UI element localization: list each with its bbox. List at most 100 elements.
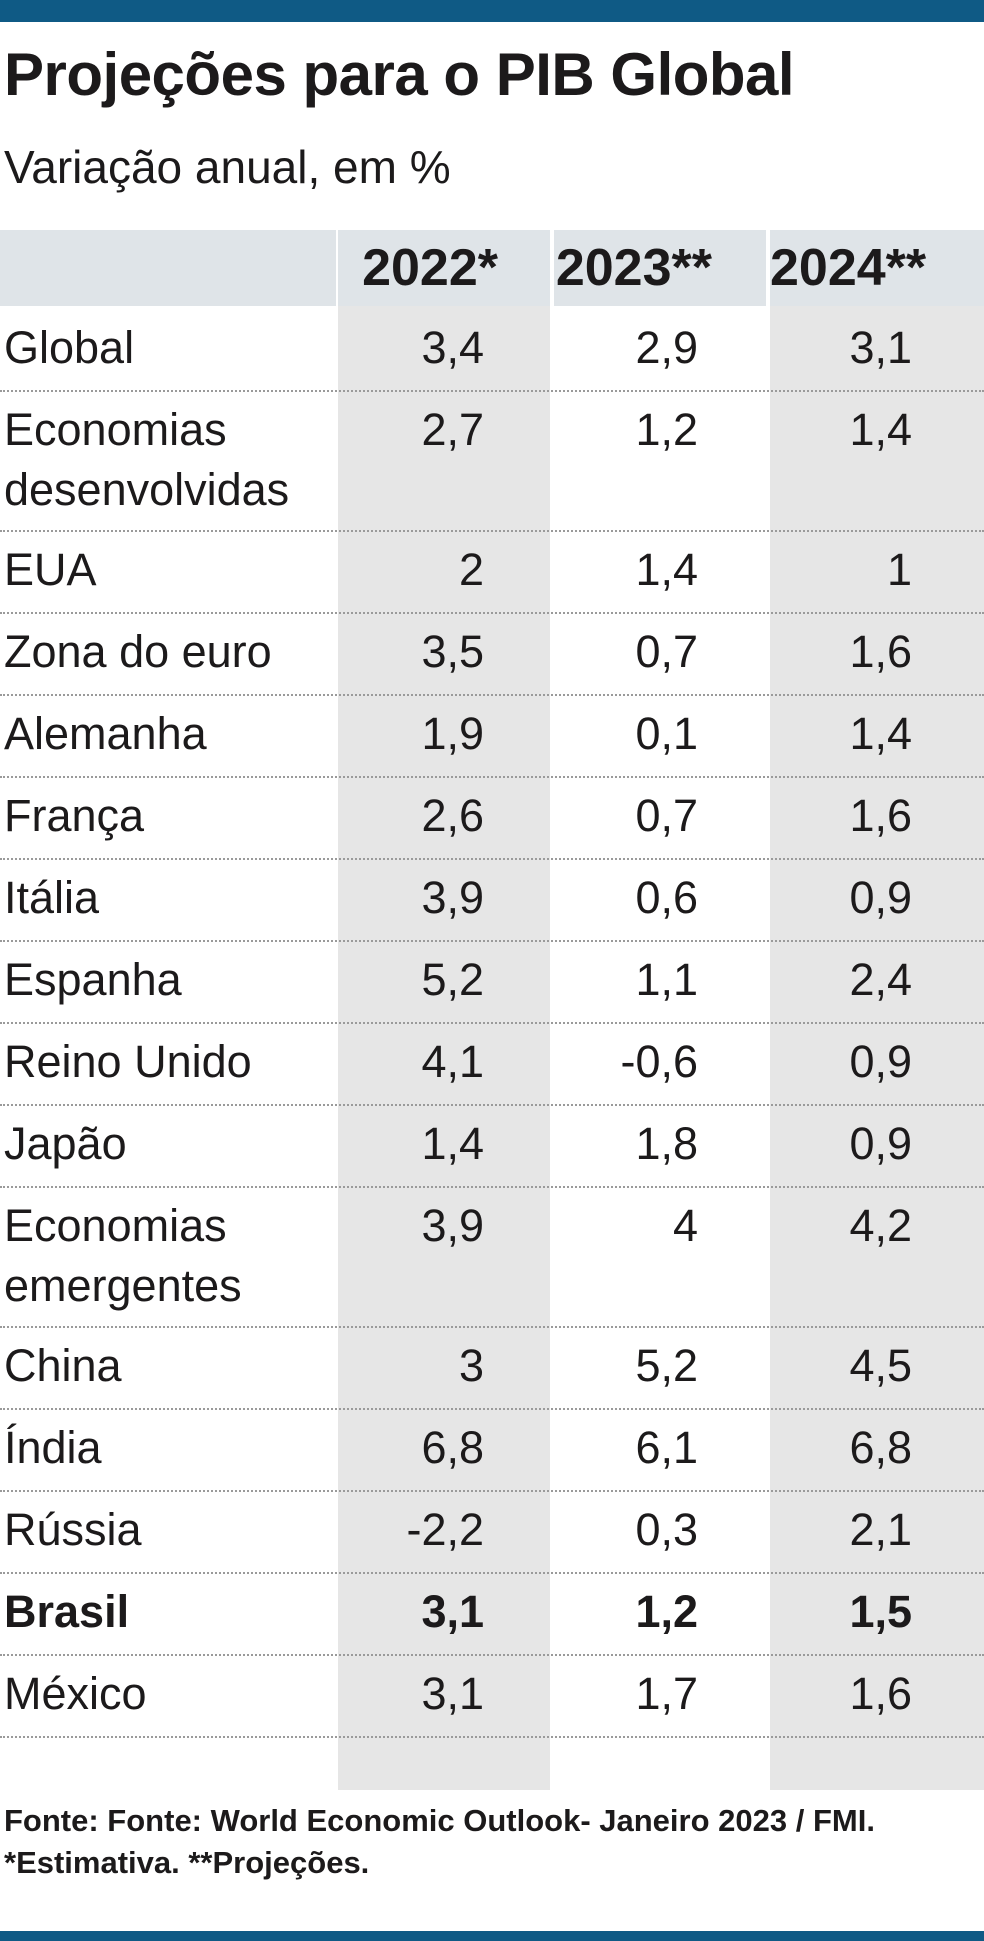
table-row: Rússia -2,2 0,3 2,1 xyxy=(0,1492,984,1574)
table-cell: 1,4 xyxy=(421,1118,484,1169)
row-separator xyxy=(0,694,984,696)
table-row: México 3,1 1,7 1,6 xyxy=(0,1656,984,1738)
table-cell: 1,1 xyxy=(635,954,698,1005)
table-row: Global 3,4 2,9 3,1 xyxy=(0,310,984,392)
table-row: França 2,6 0,7 1,6 xyxy=(0,778,984,860)
table-cell: 1,4 xyxy=(849,708,912,759)
table-cell: 5,2 xyxy=(635,1340,698,1391)
table-cell: 0,7 xyxy=(635,790,698,841)
table-cell: 0,9 xyxy=(849,872,912,923)
row-separator xyxy=(0,858,984,860)
row-label: Brasil xyxy=(4,1586,130,1637)
column-header: 2023** xyxy=(555,239,712,297)
header-year-cell xyxy=(338,230,550,306)
row-label: Japão xyxy=(4,1118,127,1169)
table-cell: 2,9 xyxy=(635,322,698,373)
row-separator xyxy=(0,776,984,778)
table-cell: 1,9 xyxy=(421,708,484,759)
table-cell: -0,6 xyxy=(620,1036,698,1087)
row-label: China xyxy=(4,1340,122,1391)
table-cell: 2,1 xyxy=(849,1504,912,1555)
header-year-cell xyxy=(770,230,984,306)
table-cell: 3,5 xyxy=(421,626,484,677)
table-cell: 3 xyxy=(458,1340,484,1391)
table-cell: 3,1 xyxy=(421,1586,484,1637)
row-separator xyxy=(0,1186,984,1188)
chart-title: Projeções para o PIB Global xyxy=(4,41,795,108)
table-cell: 4,5 xyxy=(849,1340,912,1391)
column-shade xyxy=(770,230,984,1790)
row-label: México xyxy=(4,1668,147,1719)
table-row: Japão 1,4 1,8 0,9 xyxy=(0,1106,984,1188)
row-separator xyxy=(0,612,984,614)
table-cell: 1,6 xyxy=(849,790,912,841)
table-cell: 1,4 xyxy=(635,544,698,595)
table-cell: 4,2 xyxy=(849,1200,912,1251)
table-cell: 1,6 xyxy=(849,626,912,677)
table-row: Espanha 5,2 1,1 2,4 xyxy=(0,942,984,1024)
table-row: Brasil 3,1 1,2 1,5 xyxy=(0,1574,984,1656)
table-cell: 1,8 xyxy=(635,1118,698,1169)
column-shade xyxy=(338,230,550,1790)
table-cell: 1 xyxy=(886,544,912,595)
row-label: EUA xyxy=(4,544,97,595)
table-row: Reino Unido 4,1 -0,6 0,9 xyxy=(0,1024,984,1106)
table-cell: 2 xyxy=(458,544,484,595)
header-year-cell xyxy=(554,230,766,306)
table-cell: 5,2 xyxy=(421,954,484,1005)
table-row: Itália 3,9 0,6 0,9 xyxy=(0,860,984,942)
table-cell: 1,5 xyxy=(849,1586,912,1637)
row-separator xyxy=(0,530,984,532)
table-cell: 3,9 xyxy=(421,1200,484,1251)
table-cell: 1,2 xyxy=(635,404,698,455)
column-header: 2022* xyxy=(362,239,498,297)
table-cell: 2,4 xyxy=(849,954,912,1005)
footnote-text: *Estimativa. **Projeções. xyxy=(4,1845,370,1880)
row-separator xyxy=(0,1572,984,1574)
row-label: França xyxy=(4,790,145,841)
row-separator xyxy=(0,1490,984,1492)
table-row: EUA 2 1,4 1 xyxy=(0,532,984,614)
table-cell: 6,1 xyxy=(635,1422,698,1473)
row-label: Rússia xyxy=(4,1504,142,1555)
table-cell: 0,9 xyxy=(849,1118,912,1169)
table-cell: 4 xyxy=(672,1200,698,1251)
row-separator xyxy=(0,1104,984,1106)
table-cell: 3,4 xyxy=(421,322,484,373)
row-label: Índia xyxy=(4,1422,102,1473)
row-label: Zona do euro xyxy=(4,626,272,677)
table-cell: 1,4 xyxy=(849,404,912,455)
row-label: Alemanha xyxy=(4,708,207,759)
table-row: Zona do euro 3,5 0,7 1,6 xyxy=(0,614,984,696)
row-label: Global xyxy=(4,322,135,373)
table-row: Economias emergentes 3,9 4 4,2 xyxy=(0,1188,984,1328)
header-label-cell xyxy=(0,230,336,306)
table-cell: 2,7 xyxy=(421,404,484,455)
row-label: Itália xyxy=(4,872,100,923)
row-separator xyxy=(0,1736,984,1738)
row-separator xyxy=(0,390,984,392)
row-separator xyxy=(0,1654,984,1656)
table-cell: 0,3 xyxy=(635,1504,698,1555)
table-cell: 0,6 xyxy=(635,872,698,923)
column-header: 2024** xyxy=(770,239,927,297)
table-cell: -2,2 xyxy=(406,1504,484,1555)
table-cell: 1,2 xyxy=(635,1586,698,1637)
table-row: Alemanha 1,9 0,1 1,4 xyxy=(0,696,984,778)
row-separator xyxy=(0,940,984,942)
table-cell: 3,1 xyxy=(849,322,912,373)
table-cell: 1,6 xyxy=(849,1668,912,1719)
table-cell: 2,6 xyxy=(421,790,484,841)
row-separator xyxy=(0,1408,984,1410)
table-row: Índia 6,8 6,1 6,8 xyxy=(0,1410,984,1492)
table-cell: 3,1 xyxy=(421,1668,484,1719)
table-cell: 0,9 xyxy=(849,1036,912,1087)
table-cell: 0,1 xyxy=(635,708,698,759)
bottom-brand-bar xyxy=(0,1931,984,1941)
table-cell: 6,8 xyxy=(849,1422,912,1473)
table-cell: 3,9 xyxy=(421,872,484,923)
table-cell: 1,7 xyxy=(635,1668,698,1719)
source-text: Fonte: Fonte: World Economic Outlook- Ja… xyxy=(4,1803,875,1838)
chart-subtitle: Variação anual, em % xyxy=(4,141,451,193)
row-separator xyxy=(0,1326,984,1328)
